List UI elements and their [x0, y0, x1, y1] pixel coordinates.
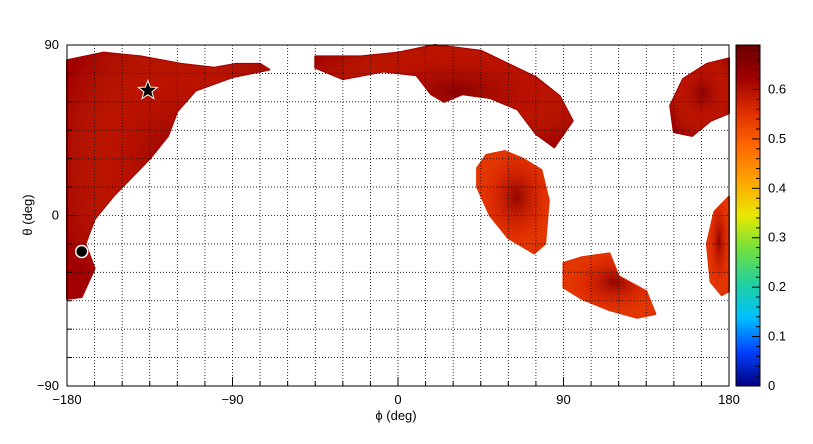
colorbar-tick-label: 0.3: [768, 230, 786, 245]
colorbar-tick-label: 0.5: [768, 131, 786, 146]
region-core-lower-right-blob: [563, 253, 656, 318]
x-axis-label: ϕ (deg): [375, 408, 416, 423]
heat-regions: [66, 44, 730, 319]
x-tick-label: −180: [52, 392, 81, 407]
colorbar-tick-label: 0.2: [768, 279, 786, 294]
region-core-right-edge-lower: [706, 196, 729, 296]
colorbar-tick-label: 0.4: [768, 180, 786, 195]
region-core-top-center-band: [315, 45, 573, 148]
x-tick-label: 0: [394, 392, 401, 407]
y-tick-label: 0: [52, 208, 59, 223]
grid-lines: [67, 45, 729, 386]
star-marker: [137, 79, 159, 100]
x-tick-label: −90: [221, 392, 243, 407]
colorbar-tick-label: 0.1: [768, 329, 786, 344]
x-tick-label: 90: [556, 392, 570, 407]
colorbar-ticks: 0 0.1 0.2 0.3 0.4 0.5 0.6: [752, 49, 786, 393]
circle-marker: [74, 244, 89, 259]
colorbar-tick-label: 0: [768, 378, 775, 393]
markers: [74, 79, 159, 259]
region-core-right-edge-upper: [670, 58, 729, 136]
colorbar-tick-label: 0.6: [768, 81, 786, 96]
region-core-center-right-blob: [477, 151, 549, 254]
y-axis-label: θ (deg): [20, 194, 35, 235]
region-core-upper-left-band: [67, 52, 270, 299]
y-tick-label: −90: [37, 378, 59, 393]
x-tick-label: 180: [718, 392, 740, 407]
y-tick-label: 90: [45, 37, 59, 52]
colorbar: [735, 44, 761, 387]
